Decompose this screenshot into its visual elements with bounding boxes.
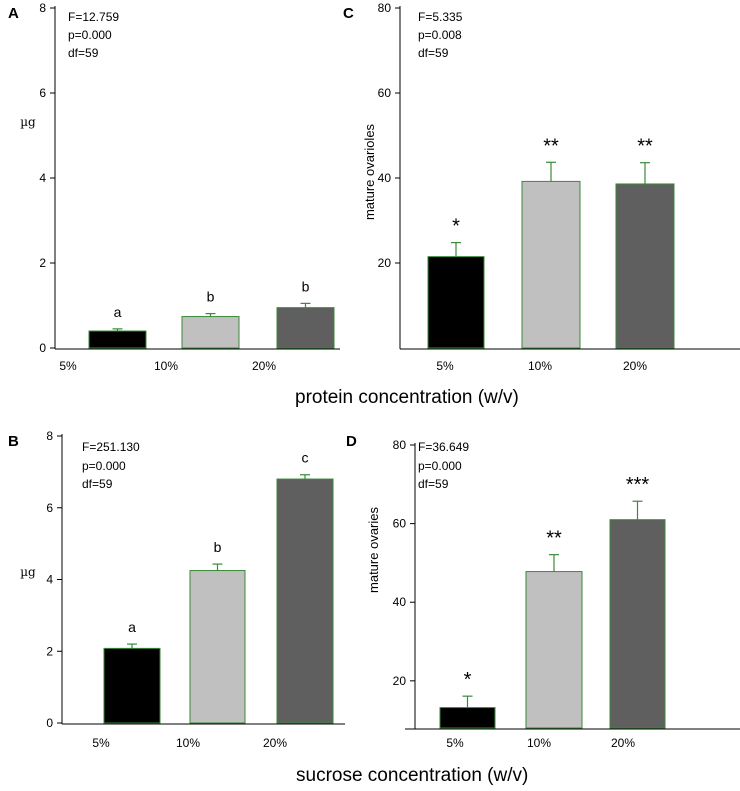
significance-label: * (464, 669, 472, 691)
y-tick-label: 8 (39, 1, 46, 15)
y-axis-label: µg (20, 115, 36, 129)
significance-label: ** (637, 136, 653, 158)
stat-line: p=0.000 (68, 28, 112, 42)
bar-10% (189, 570, 246, 724)
y-tick-label: 2 (46, 644, 53, 658)
panel-letter-B: B (8, 433, 19, 450)
y-tick-label: 8 (46, 429, 53, 443)
significance-label: *** (626, 474, 650, 496)
y-tick-label: 60 (378, 86, 392, 100)
panel-letter-C: C (343, 5, 354, 22)
significance-label: b (302, 278, 310, 294)
x-title-protein: protein concentration (w/v) (295, 387, 519, 408)
y-tick-label: 20 (378, 256, 392, 270)
bar-20% (276, 478, 334, 724)
bar-20% (276, 307, 335, 349)
y-tick-label: 40 (378, 171, 392, 185)
bar-5% (88, 330, 147, 349)
y-tick-label: 0 (39, 341, 46, 355)
significance-label: b (214, 539, 222, 555)
x-tick-label: 10% (154, 359, 178, 373)
bar-5% (103, 647, 161, 724)
y-tick-label: 4 (39, 171, 46, 185)
stat-line: F=5.335 (418, 10, 463, 24)
stat-line: p=0.008 (418, 28, 462, 42)
significance-label: ** (543, 135, 559, 157)
stat-line: df=59 (418, 46, 449, 60)
y-tick-label: 40 (393, 595, 407, 609)
x-tick-label: 5% (92, 736, 110, 750)
x-tick-label: 10% (527, 736, 551, 750)
bar-10% (181, 316, 240, 349)
stat-line: df=59 (418, 477, 449, 491)
y-axis-label: µg (20, 565, 36, 579)
x-tick-label: 20% (611, 736, 635, 750)
stat-line: df=59 (68, 46, 99, 60)
bar-5% (439, 707, 496, 729)
bar-10% (525, 571, 583, 729)
y-tick-label: 60 (393, 517, 407, 531)
y-axis-label: mature ovaries (366, 507, 381, 593)
stat-line: F=36.649 (418, 440, 469, 454)
x-tick-label: 20% (623, 359, 647, 373)
y-tick-label: 6 (39, 86, 46, 100)
x-tick-label: 20% (252, 359, 276, 373)
x-tick-label: 5% (446, 736, 464, 750)
y-tick-label: 6 (46, 501, 53, 515)
panel-letter-D: D (346, 433, 357, 450)
y-tick-label: 2 (39, 256, 46, 270)
significance-label: b (207, 289, 215, 305)
x-tick-label: 5% (59, 359, 77, 373)
bar-20% (615, 183, 675, 349)
stat-line: F=12.759 (68, 10, 119, 24)
y-tick-label: 80 (378, 1, 392, 15)
significance-label: a (114, 304, 122, 320)
stat-line: df=59 (82, 477, 113, 491)
stat-line: p=0.000 (82, 459, 126, 473)
panel-letter-A: A (8, 5, 19, 22)
bar-5% (427, 256, 485, 349)
bar-10% (521, 180, 581, 349)
significance-label: * (452, 216, 460, 238)
bar-20% (609, 519, 666, 729)
y-tick-label: 0 (46, 716, 53, 730)
x-tick-label: 10% (176, 736, 200, 750)
x-tick-label: 5% (436, 359, 454, 373)
x-title-sucrose: sucrose concentration (w/v) (296, 765, 529, 786)
y-tick-label: 4 (46, 573, 53, 587)
significance-label: c (302, 450, 309, 466)
y-tick-label: 80 (393, 438, 407, 452)
x-tick-label: 10% (528, 359, 552, 373)
stat-line: F=251.130 (82, 440, 140, 454)
x-tick-label: 20% (263, 736, 287, 750)
significance-label: a (128, 619, 136, 635)
y-tick-label: 20 (393, 674, 407, 688)
significance-label: ** (546, 528, 562, 550)
stat-line: p=0.000 (418, 459, 462, 473)
y-axis-label: mature ovarioles (362, 123, 377, 220)
